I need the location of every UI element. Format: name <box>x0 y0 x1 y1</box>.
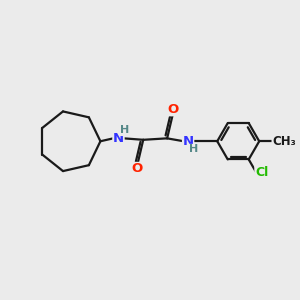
Text: H: H <box>189 144 199 154</box>
Text: N: N <box>182 135 194 148</box>
Text: CH₃: CH₃ <box>272 135 296 148</box>
Text: Cl: Cl <box>255 166 268 179</box>
Text: O: O <box>132 162 143 176</box>
Text: H: H <box>120 125 130 136</box>
Text: O: O <box>167 103 178 116</box>
Text: N: N <box>113 132 124 145</box>
